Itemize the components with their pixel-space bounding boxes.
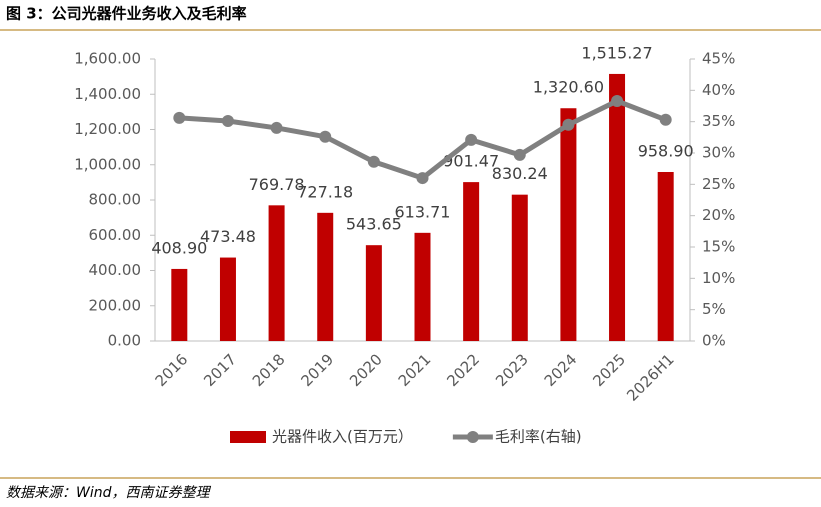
- bar: [317, 212, 334, 341]
- data-label: 727.18: [297, 182, 353, 201]
- data-label: 958.90: [638, 141, 694, 160]
- bar: [414, 232, 431, 341]
- line-marker: [221, 115, 234, 128]
- line-marker: [367, 155, 380, 168]
- y2-tick-label: 35%: [702, 112, 735, 130]
- legend-swatch: [466, 431, 479, 443]
- bar: [219, 257, 236, 341]
- data-label: 830.24: [492, 164, 548, 183]
- line-marker: [611, 94, 624, 107]
- data-label: 1,320.60: [533, 78, 604, 97]
- data-label: 408.90: [151, 238, 207, 257]
- line-marker: [416, 172, 429, 185]
- x-tick-label: 2023: [492, 350, 532, 390]
- y2-tick-label: 0%: [702, 332, 726, 350]
- bar: [365, 245, 382, 341]
- y2-tick-label: 30%: [702, 144, 735, 162]
- data-label: 901.47: [443, 152, 499, 171]
- line-marker: [465, 133, 478, 146]
- line-marker: [319, 130, 332, 143]
- data-label: 1,515.27: [581, 43, 652, 62]
- bar: [511, 194, 528, 341]
- source-note: 数据来源：Wind，西南证券整理: [6, 485, 211, 501]
- x-tick-label: 2018: [249, 350, 289, 390]
- x-tick-label: 2025: [589, 350, 629, 390]
- line-marker: [173, 111, 186, 124]
- y-tick-label: 1,000.00: [74, 155, 141, 173]
- y-tick-label: 1,400.00: [74, 85, 141, 103]
- x-tick-label: 2017: [200, 350, 240, 390]
- data-label: 543.65: [346, 215, 402, 234]
- bar: [657, 171, 674, 341]
- legend-label: 毛利率(右轴): [495, 428, 582, 446]
- x-tick-label: 2026H1: [623, 350, 677, 404]
- y2-tick-label: 40%: [702, 81, 735, 99]
- x-tick-label: 2024: [541, 350, 581, 390]
- chart-title: 图 3：公司光器件业务收入及毛利率: [6, 5, 247, 23]
- data-label: 613.71: [395, 202, 451, 221]
- bar: [463, 182, 480, 341]
- x-tick-label: 2021: [395, 350, 435, 390]
- y-tick-label: 1,600.00: [74, 50, 141, 68]
- y2-tick-label: 15%: [702, 238, 735, 256]
- bar: [609, 73, 626, 342]
- x-tick-label: 2020: [346, 350, 386, 390]
- x-tick-label: 2016: [152, 350, 192, 390]
- y-tick-label: 1,200.00: [74, 120, 141, 138]
- y-tick-label: 600.00: [89, 226, 142, 244]
- y-tick-label: 400.00: [89, 261, 142, 279]
- x-tick-label: 2019: [298, 350, 338, 390]
- bar: [171, 268, 188, 341]
- y2-tick-label: 45%: [702, 50, 735, 68]
- y-tick-label: 800.00: [89, 191, 142, 209]
- y2-tick-label: 25%: [702, 175, 735, 193]
- bar: [560, 108, 577, 341]
- y2-tick-label: 20%: [702, 206, 735, 224]
- legend-swatch: [230, 431, 266, 443]
- y-tick-label: 0.00: [108, 332, 141, 350]
- data-label: 769.78: [249, 175, 305, 194]
- y2-tick-label: 10%: [702, 269, 735, 287]
- legend-label: 光器件收入(百万元）: [272, 428, 413, 446]
- y-tick-label: 200.00: [89, 296, 142, 314]
- line: [179, 98, 667, 181]
- line-marker: [513, 148, 526, 161]
- line-marker: [659, 113, 672, 126]
- line-marker: [562, 118, 575, 131]
- line-marker: [270, 121, 283, 134]
- data-label: 473.48: [200, 227, 256, 246]
- x-tick-label: 2022: [443, 350, 483, 390]
- bar: [268, 205, 285, 341]
- y2-tick-label: 5%: [702, 300, 726, 318]
